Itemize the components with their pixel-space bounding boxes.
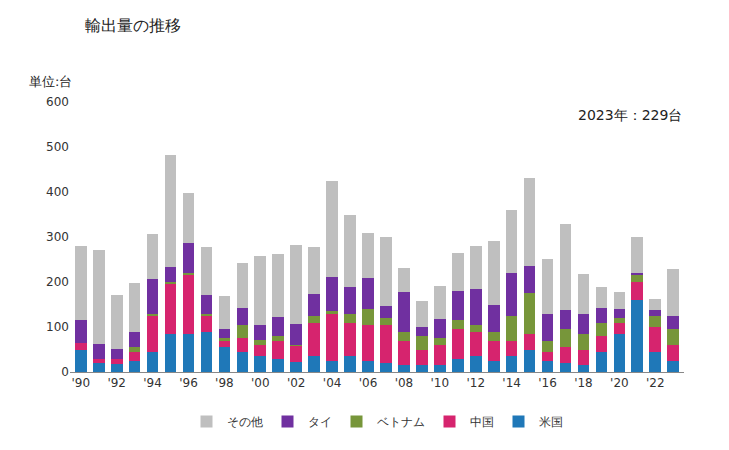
svg-text:'92: '92 <box>107 376 126 390</box>
svg-text:'06: '06 <box>359 376 378 390</box>
svg-text:'04: '04 <box>323 376 342 390</box>
svg-text:500: 500 <box>46 140 69 154</box>
svg-text:単位:台: 単位:台 <box>29 74 72 89</box>
svg-text:200: 200 <box>46 275 69 289</box>
svg-text:'18: '18 <box>574 376 593 390</box>
svg-text:300: 300 <box>46 230 69 244</box>
svg-text:中国: 中国 <box>470 415 494 429</box>
svg-text:'98: '98 <box>215 376 234 390</box>
svg-text:'20: '20 <box>610 376 629 390</box>
svg-text:0: 0 <box>61 365 69 379</box>
svg-text:米国: 米国 <box>539 415 563 429</box>
svg-text:'16: '16 <box>538 376 557 390</box>
svg-text:'02: '02 <box>287 376 306 390</box>
svg-text:'00: '00 <box>251 376 270 390</box>
svg-text:輸出量の推移: 輸出量の推移 <box>85 16 181 35</box>
svg-text:タイ: タイ <box>308 415 332 429</box>
svg-text:'94: '94 <box>143 376 162 390</box>
svg-text:ベトナム: ベトナム <box>377 415 425 429</box>
svg-text:'22: '22 <box>646 376 665 390</box>
svg-text:'90: '90 <box>71 376 90 390</box>
svg-text:'14: '14 <box>502 376 521 390</box>
svg-text:'10: '10 <box>431 376 450 390</box>
svg-text:'96: '96 <box>179 376 198 390</box>
svg-text:600: 600 <box>46 95 69 109</box>
svg-text:その他: その他 <box>227 415 263 429</box>
svg-text:100: 100 <box>46 320 69 334</box>
svg-text:'08: '08 <box>395 376 414 390</box>
svg-text:2023年：229台: 2023年：229台 <box>578 107 682 123</box>
svg-text:400: 400 <box>46 185 69 199</box>
svg-text:'12: '12 <box>466 376 485 390</box>
